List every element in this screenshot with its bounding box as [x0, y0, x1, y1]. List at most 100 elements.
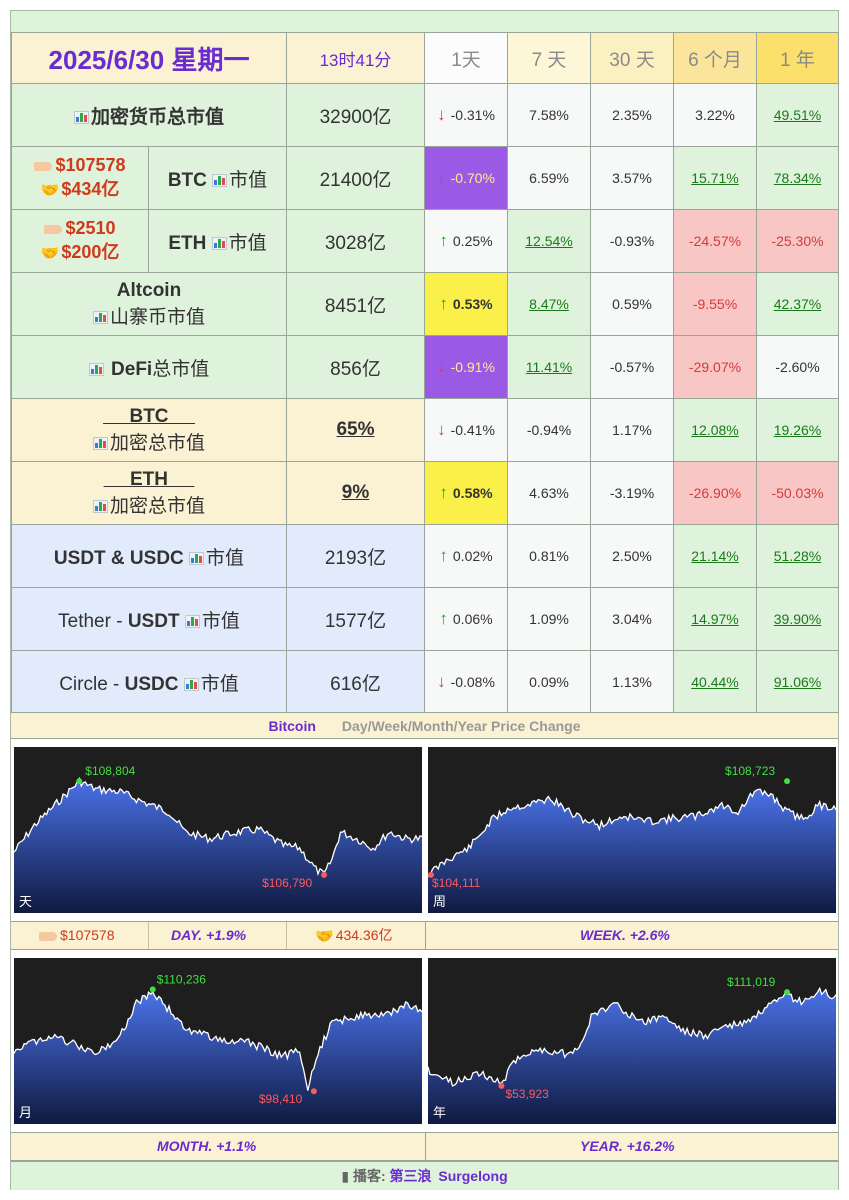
chart-icon	[211, 236, 227, 250]
month-chart-svg: $110,236 $98,410	[14, 972, 422, 1124]
coin-price-cell: $2510 🤝 $200亿	[11, 209, 149, 273]
tab-6-months[interactable]: 6 个月	[673, 32, 757, 84]
change-7d: 1.09%	[507, 587, 591, 651]
change-7d: 0.09%	[507, 650, 591, 714]
market-cap-value: 616亿	[286, 650, 425, 714]
day-chart-svg: $108,804 $106,790	[14, 764, 422, 913]
change-1y[interactable]: 51.28%	[756, 524, 839, 588]
arrow-up-icon: ↑	[439, 609, 448, 628]
change-7d[interactable]: 12.54%	[507, 209, 591, 273]
row-label-top: BTC	[129, 405, 169, 427]
market-cap-value: 3028亿	[286, 209, 425, 273]
change-6m: -26.90%	[673, 461, 757, 525]
handshake-icon: 🤝	[40, 244, 60, 262]
eth-volume: 🤝 $200亿	[13, 240, 148, 265]
change-30d: -3.19%	[590, 461, 674, 525]
change-6m[interactable]: 21.14%	[673, 524, 757, 588]
market-cap-value: 21400亿	[286, 146, 425, 210]
chart-section-title-right: Day/Week/Month/Year Price Change	[341, 718, 581, 734]
week-summary-strip: WEEK. +2.6%	[425, 921, 838, 950]
chart-area	[14, 778, 422, 913]
market-cap-value: 8451亿	[286, 272, 425, 336]
row-label: Tether - USDT 市值	[11, 587, 287, 651]
change-1y[interactable]: 19.26%	[756, 398, 839, 462]
high-label: $108,723	[725, 764, 775, 778]
change-6m: 3.22%	[673, 83, 757, 147]
arrow-up-icon: ↑	[439, 483, 448, 502]
row-label-bottom: 加密总市值	[13, 428, 286, 455]
high-marker	[784, 778, 791, 785]
time-cell: 13时41分	[286, 32, 425, 84]
change-7d: 0.81%	[507, 524, 591, 588]
change-6m[interactable]: 12.08%	[673, 398, 757, 462]
table-row: BTC 加密总市值 65% ↓ -0.41% -0.94% 1.17% 12.08…	[11, 398, 839, 462]
year-chart-svg: $111,019 $53,923	[428, 975, 836, 1124]
arrow-down-icon: ↓	[437, 105, 446, 124]
day-price-chart[interactable]: $108,804 $106,790 天	[14, 747, 422, 913]
low-marker	[321, 871, 328, 878]
row-label: DeFi总市值	[11, 335, 287, 399]
arrow-down-icon: ↓	[437, 420, 446, 439]
table-row: Circle - USDC 市值 616亿 ↓ -0.08% 0.09% 1.13…	[11, 650, 839, 714]
change-1y[interactable]: 42.37%	[756, 272, 839, 336]
year-change: YEAR. +16.2%	[580, 1138, 675, 1154]
chart-section-title: Bitcoin Day/Week/Month/Year Price Change	[11, 712, 838, 739]
change-1y[interactable]: 39.90%	[756, 587, 839, 651]
tab-1-year[interactable]: 1 年	[756, 32, 839, 84]
arrow-up-icon: ↑	[439, 294, 448, 313]
tab-7-days[interactable]: 7 天	[507, 32, 591, 84]
btc-price: $107578	[13, 153, 148, 177]
footer-name[interactable]: 第三浪	[389, 1168, 432, 1184]
change-1d: ↑ 0.06%	[424, 587, 508, 651]
chart-icon	[212, 173, 228, 187]
table-row: $2510 🤝 $200亿 ETH 市值 3028亿 ↑ 0.25% 12.54% …	[11, 209, 839, 273]
chart-icon	[92, 310, 108, 324]
low-marker	[498, 1082, 505, 1089]
month-change: MONTH. +1.1%	[157, 1138, 257, 1154]
table-row: 加密货币总市值 32900亿 ↓ -0.31% 7.58% 2.35% 3.22%…	[11, 83, 839, 147]
low-label: $53,923	[505, 1087, 549, 1101]
chart-icon	[92, 436, 108, 450]
change-1y[interactable]: 49.51%	[756, 83, 839, 147]
change-7d: 6.59%	[507, 146, 591, 210]
change-1y: -2.60%	[756, 335, 839, 399]
change-30d: -0.57%	[590, 335, 674, 399]
change-1y[interactable]: 78.34%	[756, 146, 839, 210]
chart-line	[14, 776, 422, 876]
change-7d: 7.58%	[507, 83, 591, 147]
row-label-top: Altcoin	[116, 279, 182, 301]
change-6m[interactable]: 14.97%	[673, 587, 757, 651]
chart-line	[428, 788, 836, 878]
market-table: 2025/6/30 星期一 13时41分 1天 7 天 30 天 6 个月 1 …	[11, 32, 839, 714]
change-1d: ↓ -0.91%	[424, 335, 508, 399]
month-price-chart[interactable]: $110,236 $98,410 月	[14, 958, 422, 1124]
high-label: $110,236	[157, 972, 206, 986]
tab-1-day[interactable]: 1天	[424, 32, 508, 84]
change-1y: -25.30%	[756, 209, 839, 273]
footer-name-en[interactable]: Surgelong	[438, 1168, 508, 1184]
change-6m[interactable]: 15.71%	[673, 146, 757, 210]
market-cap-value: 1577亿	[286, 587, 425, 651]
change-1d: ↓ -0.31%	[424, 83, 508, 147]
handshake-icon: 🤝	[40, 181, 60, 199]
change-6m[interactable]: 40.44%	[673, 650, 757, 714]
week-price-chart[interactable]: $108,723 $104,111 周	[428, 747, 836, 913]
tab-30-days[interactable]: 30 天	[590, 32, 674, 84]
change-1y[interactable]: 91.06%	[756, 650, 839, 714]
chart-icon	[92, 499, 108, 513]
change-30d: 0.59%	[590, 272, 674, 336]
change-7d[interactable]: 11.41%	[507, 335, 591, 399]
footer: ▮ 播客: 第三浪 Surgelong	[11, 1161, 838, 1190]
divider	[286, 922, 287, 949]
row-label: Altcoin 山寨币市值	[11, 272, 287, 336]
date-cell: 2025/6/30 星期一	[11, 32, 287, 84]
change-7d[interactable]: 8.47%	[507, 272, 591, 336]
row-label: BTC 市值	[148, 146, 287, 210]
chart-corner-label: 年	[433, 1105, 447, 1120]
change-1d: ↓ -0.70%	[424, 146, 508, 210]
day-volume: 🤝 434.36亿	[315, 922, 393, 949]
year-price-chart[interactable]: $111,019 $53,923 年	[428, 958, 836, 1124]
high-marker	[76, 778, 83, 785]
divider	[148, 922, 149, 949]
chart-area	[428, 988, 836, 1124]
